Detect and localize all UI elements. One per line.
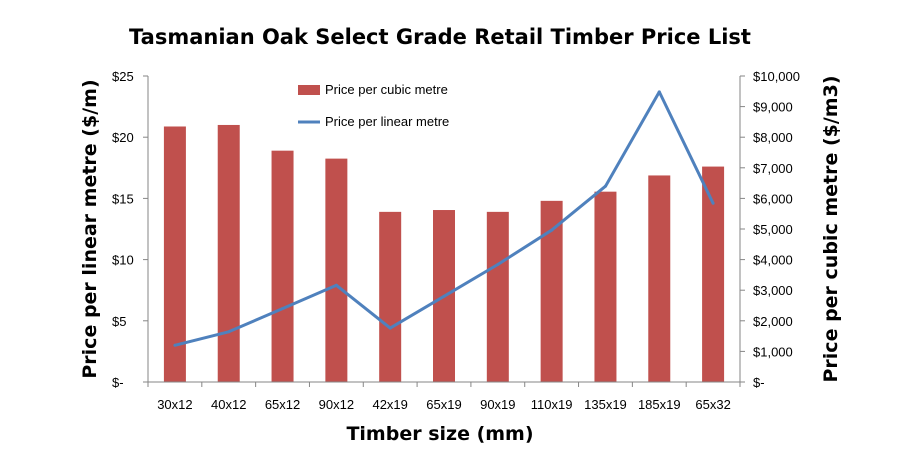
bar-65x12	[271, 150, 294, 382]
y-tick-label: $25	[112, 69, 134, 84]
legend-label-bar: Price per cubic metre	[325, 82, 448, 97]
y2-axis-title: Price per cubic metre ($/m3)	[820, 75, 842, 382]
x-tick-label: 135x19	[584, 397, 627, 412]
line-point-30x12	[173, 343, 177, 347]
bar-110x19	[540, 200, 563, 382]
y-tick-label: $15	[112, 191, 134, 206]
legend: Price per cubic metre Price per linear m…	[298, 82, 449, 129]
y2-tick-label: $9,000	[753, 100, 793, 115]
bars-group	[163, 124, 725, 383]
x-axis-title: Timber size (mm)	[346, 423, 533, 445]
left-axis-ticks: $- $5 $10 $15 $20 $25	[112, 69, 148, 390]
legend-label-line: Price per linear metre	[325, 114, 449, 129]
y2-tick-label: $8,000	[753, 130, 793, 145]
y2-tick-label: $2,000	[753, 314, 793, 329]
x-tick-label: 90x19	[480, 397, 515, 412]
bar-30x12	[163, 126, 186, 383]
y-tick-label: $5	[112, 314, 126, 329]
y2-tick-label: $1,000	[753, 344, 793, 359]
x-tick-label: 30x12	[157, 397, 192, 412]
bar-65x32	[702, 166, 725, 382]
line-point-185x19	[657, 90, 661, 94]
bar-40x12	[217, 124, 240, 383]
x-tick-label: 110x19	[531, 397, 573, 412]
x-tick-label: 42x19	[372, 397, 407, 412]
x-tick-label: 65x12	[265, 397, 300, 412]
y2-tick-label: $7,000	[753, 161, 793, 176]
line-point-135x19	[603, 184, 607, 188]
y-tick-label: $10	[112, 253, 134, 268]
bar-90x12	[325, 158, 348, 382]
y2-tick-label: $-	[753, 375, 765, 390]
x-axis-ticks: 30x12 40x12 65x12 90x12 42x19 65x19 90x19 110x1…	[147, 382, 741, 412]
chart-title: Tasmanian Oak Select Grade Retail Timber…	[129, 25, 751, 49]
y2-tick-label: $6,000	[753, 191, 793, 206]
x-tick-label: 185x19	[638, 397, 681, 412]
x-tick-label: 90x12	[319, 397, 354, 412]
x-tick-label: 40x12	[211, 397, 246, 412]
line-point-110x19	[550, 228, 554, 232]
x-tick-label: 65x32	[695, 397, 730, 412]
y2-tick-label: $5,000	[753, 222, 793, 237]
bar-90x19	[486, 211, 509, 382]
y2-tick-label: $10,000	[753, 69, 800, 84]
line-group	[173, 90, 715, 347]
x-tick-label: 65x19	[426, 397, 461, 412]
y-tick-label: $20	[112, 130, 134, 145]
line-point-65x32	[711, 201, 715, 205]
y-axis-title: Price per linear metre ($/m)	[79, 79, 101, 378]
line-point-65x19	[442, 294, 446, 298]
right-axis-ticks: $- $1,000 $2,000 $3,000 $4,000 $5,000 $6,000 $7…	[740, 69, 800, 390]
line-point-90x19	[496, 262, 500, 266]
line-point-42x19	[388, 326, 392, 330]
bar-42x19	[379, 211, 402, 382]
y-tick-label: $-	[112, 375, 124, 390]
legend-swatch-bar	[298, 85, 320, 95]
y2-tick-label: $3,000	[753, 283, 793, 298]
bar-185x19	[648, 175, 671, 382]
line-point-65x12	[281, 307, 285, 311]
line-point-40x12	[227, 330, 231, 334]
line-point-90x12	[334, 283, 338, 287]
y2-tick-label: $4,000	[753, 253, 793, 268]
bar-135x19	[594, 191, 617, 382]
